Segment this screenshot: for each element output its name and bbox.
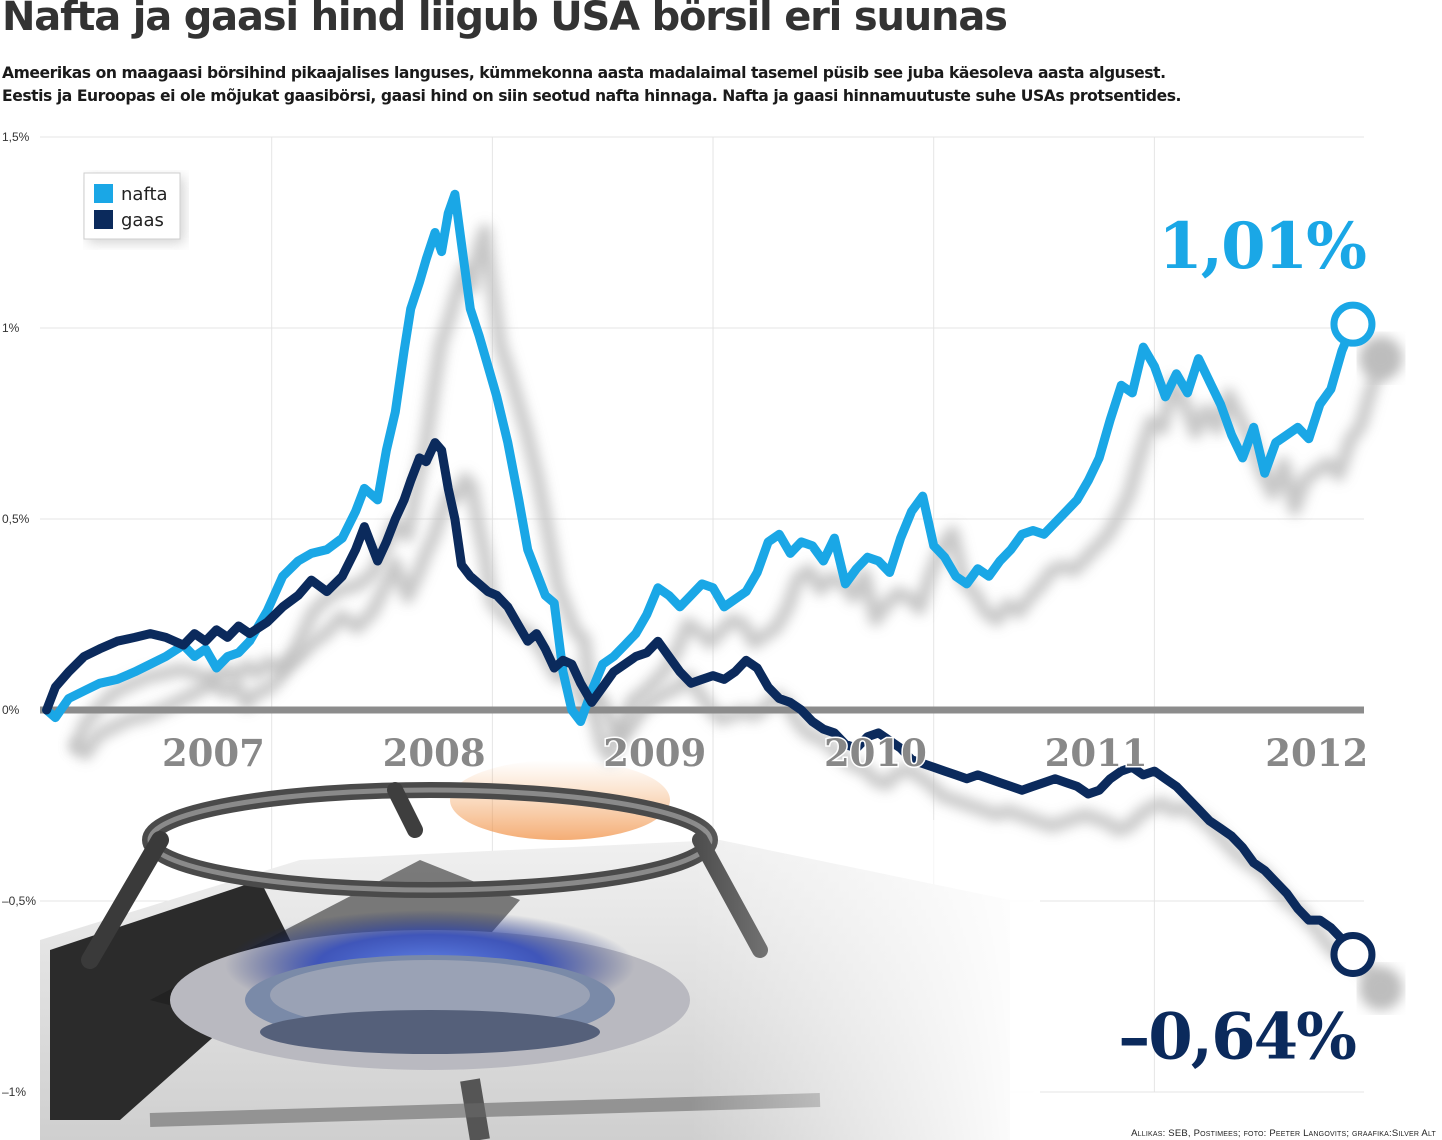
y-tick-label-5: –1%: [2, 1085, 26, 1099]
y-tick-label-0: 1,5%: [2, 130, 30, 144]
x-tick-label-2011: 2011: [1045, 731, 1148, 775]
end-marker-gaas: [1330, 931, 1376, 977]
legend-label-gaas: gaas: [121, 210, 164, 231]
legend-label-nafta: nafta: [121, 184, 168, 205]
y-axis-ticks: 1,5% 1% 0,5% 0% –0,5% –1%: [2, 130, 36, 1099]
end-marker-shadow-nafta: [1358, 336, 1403, 381]
end-value-label-gaas: –0,64%: [1118, 999, 1356, 1074]
legend-swatch-gaas: [94, 210, 113, 229]
series-layer: [42, 189, 1358, 959]
x-tick-label-2008: 2008: [383, 731, 486, 775]
series-shadow-gaas: [70, 472, 1390, 997]
x-tick-label-2012: 2012: [1265, 731, 1368, 775]
credits: Allikas: SEB, Postimees; foto: Peeter La…: [1131, 1128, 1436, 1139]
legend-swatch-nafta: [94, 184, 113, 203]
gas-stove-photo: [40, 760, 1040, 1140]
x-axis-year-labels: 2007 2008 2009 2010 2011 2012: [160, 730, 1369, 777]
end-value-label-nafta: 1,01%: [1158, 209, 1366, 284]
series-line-nafta: [42, 189, 1358, 726]
x-tick-label-2007: 2007: [162, 731, 265, 775]
series-shadow-nafta: [70, 223, 1390, 764]
x-tick-label-2010: 2010: [824, 731, 927, 775]
y-tick-label-4: –0,5%: [2, 894, 36, 908]
end-markers: 1,01% –0,64%: [1118, 209, 1376, 1074]
series-line-gaas: [42, 438, 1358, 959]
end-marker-nafta: [1330, 301, 1376, 347]
y-tick-label-1: 1%: [2, 321, 20, 335]
end-marker-shadow-gaas: [1358, 966, 1403, 1011]
chart-title: Nafta ja gaasi hind liigub USA börsil er…: [2, 0, 1008, 40]
subtitle-line-1: Ameerikas on maagaasi börsihind pikaajal…: [2, 64, 1166, 82]
x-tick-label-2009: 2009: [603, 731, 706, 775]
subtitle-line-2: Eestis ja Euroopas ei ole mõjukat gaasib…: [2, 87, 1182, 105]
chart-subtitle: Ameerikas on maagaasi börsihind pikaajal…: [2, 62, 1432, 108]
y-tick-label-3: 0%: [2, 703, 20, 717]
y-tick-label-2: 0,5%: [2, 512, 30, 526]
series-shadows: [70, 223, 1403, 1011]
legend: nafta gaas: [83, 172, 184, 243]
